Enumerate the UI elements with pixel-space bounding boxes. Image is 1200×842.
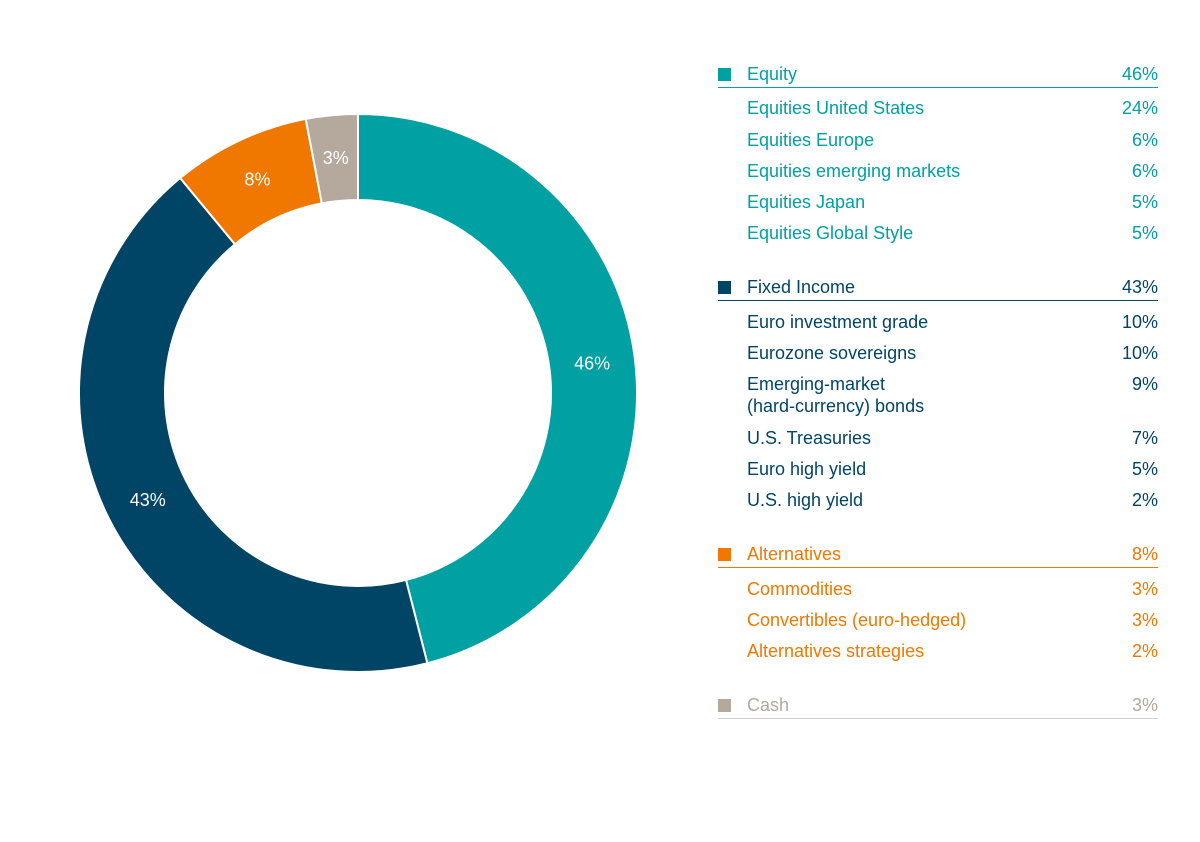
legend-item-value: 10% xyxy=(1121,311,1158,332)
donut-chart: 46% 43% 8% 3% xyxy=(78,112,638,673)
legend-item-value: 6% xyxy=(1131,129,1158,150)
legend-group-value: 3% xyxy=(1131,695,1158,716)
legend-swatch xyxy=(718,281,731,295)
legend-item-value: 3% xyxy=(1131,578,1158,599)
legend-item-label: Equities Europe xyxy=(747,129,875,150)
legend-group-fixed-income: Fixed Income 43% Euro investment grade 10% E… xyxy=(718,275,1158,511)
legend-item-label: Equities Global Style xyxy=(747,223,914,244)
slice-value-label: 43% xyxy=(130,490,166,510)
legend-item-label: Convertibles (euro-hedged) xyxy=(747,609,967,630)
legend-group-header: Fixed Income 43% xyxy=(718,275,1158,302)
legend-item-value: 9% xyxy=(1131,374,1158,395)
legend-item: Eurozone sovereigns 10% xyxy=(718,342,1158,364)
legend-item: U.S. high yield 2% xyxy=(718,489,1158,511)
legend-item-label: Euro investment grade xyxy=(747,311,929,332)
legend-item: U.S. Treasuries 7% xyxy=(718,427,1158,449)
legend-group-header: Cash 3% xyxy=(718,693,1158,720)
legend-item-label: Euro high yield xyxy=(747,458,867,479)
legend-item: Commodities 3% xyxy=(718,578,1158,600)
donut-slice-cash xyxy=(304,112,359,205)
legend-group-header: Alternatives 8% xyxy=(718,542,1158,569)
legend-group-header: Equity 46% xyxy=(718,62,1158,88)
legend-item-value: 5% xyxy=(1131,458,1158,479)
donut-slice-equity xyxy=(357,112,638,665)
legend-item-label: Alternatives strategies xyxy=(747,641,925,662)
legend-item-value: 5% xyxy=(1131,223,1158,244)
legend-item-label: Equities Japan xyxy=(747,192,866,213)
legend-group-alternatives: Alternatives 8% Commodities 3% Convertibles … xyxy=(718,542,1158,662)
legend-group-label: Cash xyxy=(747,695,790,716)
legend-group-value: 46% xyxy=(1121,64,1158,84)
legend-item-label: U.S. high yield xyxy=(747,490,864,511)
donut-slice-fixed-income xyxy=(78,176,429,673)
legend-group-label: Fixed Income xyxy=(747,277,856,298)
legend-swatch xyxy=(718,699,731,713)
legend-item-label: U.S. Treasuries xyxy=(747,427,872,448)
legend-item-value: 7% xyxy=(1131,427,1158,448)
legend-item: Emerging-market (hard-currency) bonds 9% xyxy=(718,373,1158,417)
legend-group-label: Equity xyxy=(747,64,798,84)
legend-group-cash: Cash 3% xyxy=(718,693,1158,720)
legend-group-label: Alternatives xyxy=(747,544,842,565)
legend-item-value: 24% xyxy=(1121,98,1158,119)
legend-item-value: 5% xyxy=(1131,192,1158,213)
legend-item-label: Eurozone sovereigns xyxy=(747,343,917,364)
legend: Equity 46% Equities United States 24% Equiti… xyxy=(718,62,1158,750)
slice-value-label: 46% xyxy=(574,353,610,373)
legend-item: Equities Europe 6% xyxy=(718,129,1158,151)
slice-value-label: 8% xyxy=(245,169,271,189)
legend-item: Equities Global Style 5% xyxy=(718,222,1158,244)
legend-group-equity: Equity 46% Equities United States 24% Equiti… xyxy=(718,62,1158,244)
legend-item-label: Equities emerging markets xyxy=(747,160,961,181)
legend-item-value: 6% xyxy=(1131,160,1158,181)
legend-item-value: 3% xyxy=(1131,609,1158,630)
legend-group-value: 43% xyxy=(1121,277,1158,298)
legend-item: Equities emerging markets 6% xyxy=(718,160,1158,182)
legend-item-label: Commodities xyxy=(747,578,853,599)
legend-item-value: 2% xyxy=(1131,490,1158,511)
slice-value-label: 3% xyxy=(323,148,349,168)
legend-item-value: 10% xyxy=(1121,343,1158,364)
legend-item: Euro high yield 5% xyxy=(718,458,1158,480)
legend-swatch xyxy=(718,548,731,562)
legend-item: Equities United States 24% xyxy=(718,97,1158,119)
legend-item: Equities Japan 5% xyxy=(718,191,1158,213)
legend-item-label: Emerging-market (hard-currency) bonds xyxy=(747,374,925,417)
legend-group-value: 8% xyxy=(1131,544,1158,565)
legend-swatch xyxy=(718,68,731,81)
legend-item-value: 2% xyxy=(1131,641,1158,662)
legend-item: Euro investment grade 10% xyxy=(718,311,1158,333)
legend-item: Alternatives strategies 2% xyxy=(718,640,1158,662)
legend-item: Convertibles (euro-hedged) 3% xyxy=(718,609,1158,631)
legend-item-label: Equities United States xyxy=(747,98,925,119)
